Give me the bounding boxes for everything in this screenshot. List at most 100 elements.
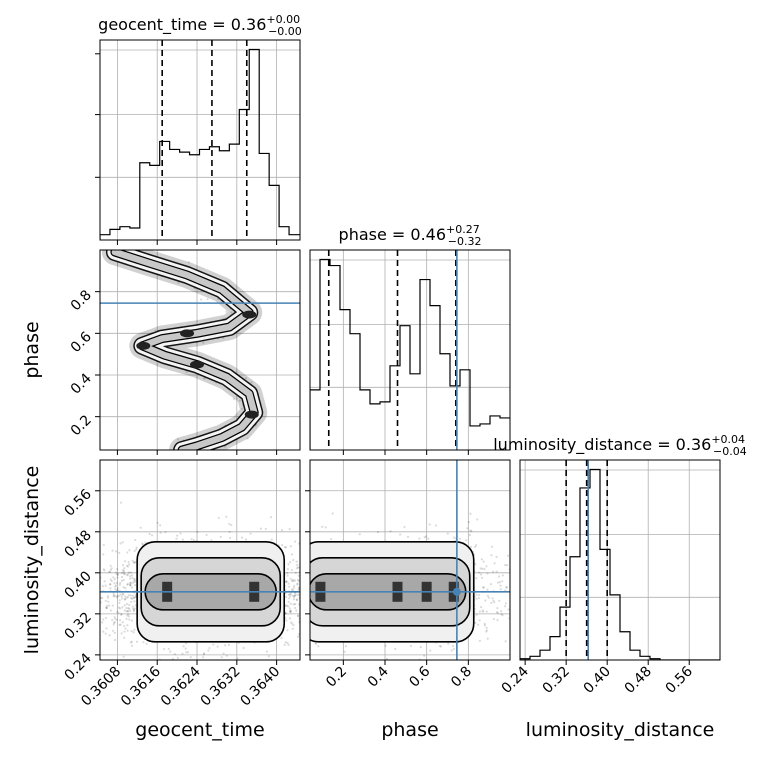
sample-point — [245, 538, 248, 541]
axes-frame — [309, 249, 511, 451]
sample-point — [289, 609, 292, 612]
sample-point — [126, 573, 130, 576]
sample-point — [127, 594, 130, 597]
sample-point — [190, 451, 192, 453]
sample-point — [126, 582, 129, 586]
sample-point — [205, 533, 208, 537]
sample-point — [306, 596, 308, 598]
sample-point — [130, 619, 134, 622]
sample-point — [131, 597, 134, 600]
sample-point — [105, 627, 108, 630]
marginal-title: phase = 0.46+0.27 −0.32 — [339, 223, 482, 248]
sample-point — [96, 663, 98, 665]
sample-point — [125, 610, 128, 613]
sample-point — [115, 581, 119, 584]
sample-point — [186, 453, 188, 455]
sample-point — [307, 590, 309, 592]
sample-point — [132, 609, 136, 613]
sample-point — [133, 561, 136, 564]
sample-point — [129, 583, 132, 587]
sample-point — [284, 641, 287, 644]
sample-point — [264, 527, 267, 530]
sample-point — [465, 539, 468, 542]
sample-point — [129, 594, 132, 597]
sample-point — [114, 584, 118, 587]
sample-point — [133, 579, 136, 582]
sample-point — [111, 604, 114, 607]
sample-point — [104, 599, 107, 602]
sample-point — [203, 377, 206, 380]
sample-point — [181, 538, 184, 541]
sample-point — [321, 525, 324, 528]
sample-point — [122, 569, 126, 572]
sample-point — [93, 585, 95, 587]
sample-point — [376, 531, 380, 534]
sample-point — [419, 646, 422, 649]
joint-clip — [303, 460, 510, 660]
histogram-step — [100, 48, 300, 240]
sample-point — [112, 621, 116, 624]
sample-point — [284, 595, 288, 598]
sample-point — [295, 567, 298, 570]
sample-point — [293, 594, 296, 597]
sample-point — [481, 609, 484, 612]
sample-point — [489, 583, 493, 586]
sample-point — [294, 606, 297, 610]
sample-point — [126, 609, 129, 613]
sample-point — [112, 595, 115, 598]
sample-point — [478, 593, 481, 597]
sample-point — [307, 610, 309, 612]
sample-point — [504, 602, 508, 605]
sample-point — [148, 532, 151, 536]
sample-point — [109, 587, 112, 590]
sample-point — [123, 573, 126, 576]
sample-point — [107, 600, 110, 603]
sample-point — [133, 577, 136, 580]
sample-point — [116, 595, 119, 598]
y-tick-label: 0.8 — [68, 287, 95, 314]
sample-point — [126, 624, 129, 627]
sample-point — [94, 626, 96, 628]
sample-point — [307, 609, 309, 611]
sample-point — [317, 642, 319, 644]
sample-point — [127, 571, 131, 574]
sample-point — [506, 564, 509, 567]
sample-point — [134, 578, 137, 581]
sample-point — [475, 593, 478, 596]
sample-point — [113, 578, 116, 581]
sample-point — [107, 570, 111, 573]
sample-point — [113, 638, 117, 642]
sample-point — [194, 451, 196, 453]
sample-point — [292, 580, 295, 583]
sample-point — [291, 594, 294, 597]
sample-point — [111, 549, 114, 552]
sample-point — [490, 554, 493, 557]
sample-point — [119, 542, 122, 545]
sample-point — [187, 261, 190, 264]
sample-point — [212, 643, 215, 646]
sample-point — [469, 545, 473, 549]
sample-point — [119, 607, 122, 610]
sample-point — [288, 585, 291, 588]
sample-point — [228, 530, 231, 534]
sample-point — [177, 281, 180, 284]
sample-point — [114, 595, 117, 598]
sample-point — [119, 623, 122, 626]
sample-point — [95, 620, 97, 622]
sample-point — [100, 596, 103, 599]
axes-frame — [99, 459, 301, 661]
y-tick-label: 0.48 — [61, 527, 94, 560]
sample-point — [244, 377, 248, 380]
sample-point — [116, 568, 119, 571]
sample-point — [287, 643, 290, 646]
sample-point — [182, 645, 185, 648]
sample-point — [303, 603, 305, 605]
sample-point — [483, 622, 486, 625]
sample-point — [484, 599, 487, 602]
sample-point — [135, 548, 138, 551]
marginal-clip — [100, 40, 300, 240]
sample-point — [295, 609, 298, 612]
sample-point — [120, 612, 123, 615]
sample-point — [111, 618, 114, 622]
y-tick-label: 0.56 — [61, 486, 94, 519]
